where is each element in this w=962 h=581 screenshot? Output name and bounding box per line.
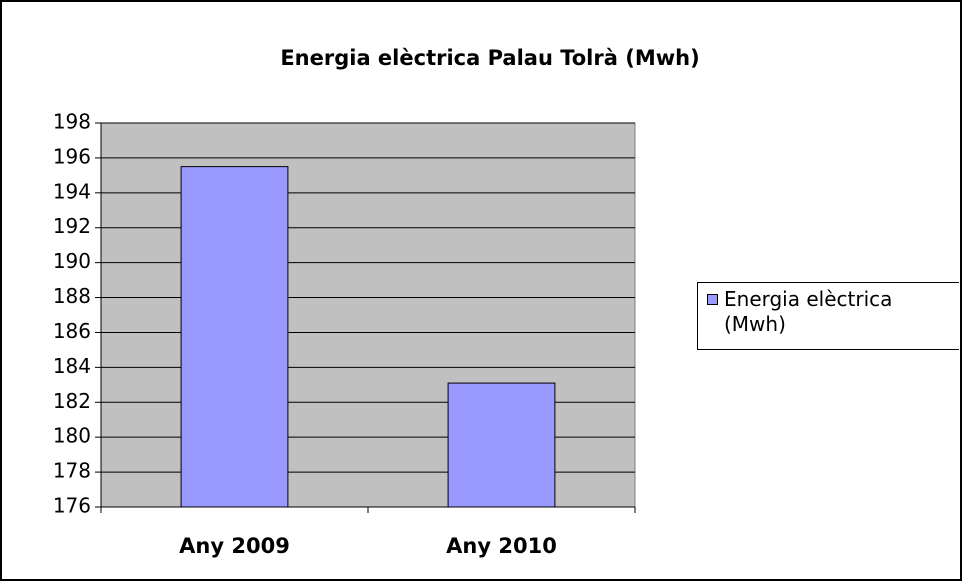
y-tick-label: 176 (53, 494, 91, 518)
bar (180, 166, 289, 508)
legend-key (707, 294, 718, 305)
y-tick-label: 182 (53, 389, 91, 413)
y-tick-label: 192 (53, 214, 91, 238)
legend-label: Energia elèctrica (Mwh) (724, 287, 893, 336)
y-tick-label: 190 (53, 249, 91, 273)
y-tick-label: 186 (53, 319, 91, 343)
chart-title: Energia elèctrica Palau Tolrà (Mwh) (280, 46, 699, 70)
legend: Energia elèctrica (Mwh) (697, 282, 959, 350)
y-tick-label: 184 (53, 354, 91, 378)
y-tick-label: 178 (53, 459, 91, 483)
x-tick-label: Any 2009 (179, 534, 290, 558)
y-tick-label: 180 (53, 424, 91, 448)
y-tick-label: 198 (53, 110, 91, 134)
y-tick-label: 196 (53, 144, 91, 168)
bar (447, 382, 556, 508)
y-tick-label: 188 (53, 284, 91, 308)
y-tick-label: 194 (53, 179, 91, 203)
x-tick-label: Any 2010 (446, 534, 557, 558)
